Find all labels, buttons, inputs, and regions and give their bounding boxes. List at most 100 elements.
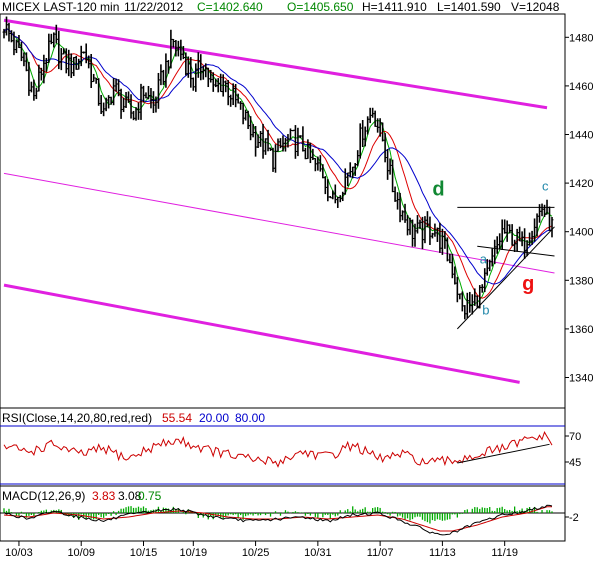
price-bar bbox=[57, 30, 61, 70]
price-bar bbox=[256, 134, 260, 149]
macd-label: MACD(12,26,9) bbox=[2, 489, 85, 503]
date-tick-label: 10/31 bbox=[304, 547, 332, 559]
sma-slow-line bbox=[3, 27, 553, 285]
price-bar bbox=[17, 34, 21, 49]
wave-label-b: b bbox=[482, 302, 489, 317]
date-tick-label: 10/25 bbox=[242, 547, 270, 559]
price-bar bbox=[323, 176, 327, 195]
price-bar bbox=[239, 101, 243, 110]
price-bar bbox=[321, 164, 325, 179]
price-bar bbox=[520, 231, 524, 247]
macd-hist-value: 0.75 bbox=[138, 489, 162, 503]
price-bar bbox=[72, 56, 76, 77]
price-bar bbox=[346, 172, 350, 187]
high-value: H=1411.910 bbox=[362, 0, 427, 14]
price-bar bbox=[196, 52, 200, 78]
price-bar bbox=[373, 110, 377, 127]
date-tick-label: 10/19 bbox=[180, 547, 208, 559]
rsi-trend-line bbox=[457, 443, 550, 464]
price-tick-label: 1460 bbox=[569, 81, 593, 93]
price-bar bbox=[156, 72, 160, 109]
macd-signal-value: 3.08 bbox=[118, 489, 142, 503]
price-bar bbox=[226, 80, 230, 106]
price-tick-label: 1380 bbox=[569, 275, 593, 287]
rsi-value: 55.54 bbox=[162, 411, 192, 425]
price-bar bbox=[34, 87, 38, 100]
price-bar bbox=[244, 109, 248, 121]
trend-line-2 bbox=[477, 245, 555, 257]
price-tick-label: 1360 bbox=[569, 324, 593, 336]
price-bar bbox=[52, 32, 56, 48]
price-panel-frame bbox=[0, 13, 566, 409]
sma-fast-line bbox=[3, 27, 553, 307]
channel-line-1 bbox=[3, 18, 548, 110]
price-tick-label: 1340 bbox=[569, 373, 593, 385]
date-tick-label: 11/19 bbox=[491, 547, 518, 559]
close-value: C=1402.640 bbox=[197, 0, 263, 14]
wave-label-g: g bbox=[522, 273, 534, 295]
price-bar bbox=[24, 52, 28, 72]
price-bar bbox=[550, 217, 554, 238]
price-bar bbox=[149, 88, 153, 109]
wave-label-d: d bbox=[432, 178, 444, 200]
price-bar bbox=[264, 138, 268, 155]
volume-value: V=12048 bbox=[511, 0, 560, 14]
price-bar bbox=[22, 52, 26, 67]
price-bar bbox=[493, 239, 497, 265]
price-bar bbox=[540, 203, 544, 217]
price-bar bbox=[363, 126, 367, 147]
wave-label-a: a bbox=[480, 251, 488, 266]
price-bar bbox=[415, 215, 419, 234]
price-bar bbox=[455, 276, 459, 303]
date-tick-label: 11/13 bbox=[429, 547, 456, 559]
price-bar bbox=[246, 110, 250, 130]
price-tick-label: 1400 bbox=[569, 227, 593, 239]
price-bar bbox=[371, 107, 375, 118]
price-bar bbox=[333, 184, 337, 204]
price-bar bbox=[411, 219, 415, 247]
price-bar bbox=[513, 239, 517, 253]
price-bar bbox=[122, 97, 126, 113]
price-bar bbox=[249, 116, 253, 141]
price-bar bbox=[480, 284, 484, 293]
price-bar bbox=[94, 77, 98, 84]
price-bar bbox=[47, 33, 51, 63]
price-bar bbox=[361, 120, 365, 148]
price-bar bbox=[69, 53, 73, 78]
price-bar bbox=[465, 292, 469, 319]
price-bar bbox=[159, 64, 163, 86]
price-bar bbox=[194, 63, 198, 92]
price-bar bbox=[440, 228, 444, 255]
price-bar bbox=[448, 253, 452, 264]
trend-line-1 bbox=[456, 226, 555, 330]
price-bar bbox=[396, 192, 400, 210]
price-bar bbox=[274, 144, 278, 173]
price-tick-label: 1440 bbox=[569, 130, 593, 142]
price-bar bbox=[191, 77, 195, 91]
rsi-tick-label: 70 bbox=[569, 431, 581, 443]
price-bar bbox=[463, 305, 467, 320]
price-bar bbox=[97, 78, 101, 106]
price-bar bbox=[296, 127, 300, 157]
price-bar bbox=[388, 158, 392, 175]
rsi-high-level: 80.00 bbox=[235, 411, 265, 425]
price-bar bbox=[64, 48, 68, 74]
date-tick-label: 11/07 bbox=[367, 547, 394, 559]
price-bar bbox=[348, 162, 352, 178]
price-bar bbox=[468, 291, 472, 313]
macd-value: 3.83 bbox=[92, 489, 116, 503]
price-bar bbox=[184, 52, 188, 76]
low-value: L=1401.590 bbox=[437, 0, 501, 14]
price-bar bbox=[523, 228, 527, 259]
channel-line-3 bbox=[3, 283, 520, 384]
price-bar bbox=[528, 232, 532, 246]
price-bar bbox=[7, 22, 11, 42]
rsi-low-level: 20.00 bbox=[199, 411, 229, 425]
wave-label-c: c bbox=[542, 178, 549, 193]
date-tick-label: 10/09 bbox=[67, 547, 95, 559]
price-bar bbox=[74, 55, 78, 70]
price-bar bbox=[89, 53, 93, 89]
price-bar bbox=[151, 91, 155, 114]
chart-date: 11/22/2012 bbox=[124, 0, 183, 14]
